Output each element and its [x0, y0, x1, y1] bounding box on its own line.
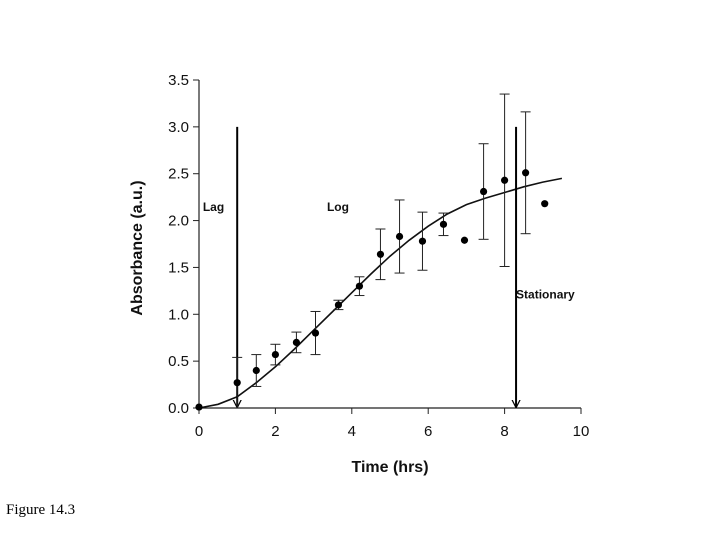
x-tick-label: 4 — [348, 423, 356, 440]
y-tick-label: 2.5 — [168, 166, 189, 183]
x-tick-label: 6 — [424, 423, 432, 440]
x-tick-label: 2 — [271, 423, 279, 440]
x-axis-ticks: 0 2 4 6 8 10 — [195, 408, 590, 440]
y-axis-ticks: 0.0 0.5 1.0 1.5 2.0 2.5 3.0 3.5 — [168, 72, 199, 417]
data-point — [355, 282, 364, 290]
plot-frame — [198, 80, 581, 409]
data-point — [334, 301, 343, 309]
y-tick-label: 2.0 — [168, 213, 189, 230]
phase-label: Log — [327, 200, 349, 214]
data-point — [501, 176, 509, 184]
data-point — [522, 169, 530, 177]
data-point — [460, 236, 469, 244]
figure-caption: Figure 14.3 — [6, 502, 76, 518]
data-point — [195, 403, 203, 411]
fit-curve-line — [198, 177, 563, 409]
y-tick-label: 0.5 — [168, 353, 189, 370]
data-point — [292, 338, 301, 346]
y-tick-label: 3.5 — [168, 72, 189, 89]
data-point — [376, 250, 385, 258]
data-point — [418, 237, 427, 245]
data-point — [541, 200, 549, 208]
phase-label: Lag — [203, 200, 224, 214]
y-tick-label: 0.0 — [168, 400, 189, 417]
data-point — [479, 187, 488, 196]
y-tick-label: 3.0 — [168, 119, 189, 136]
data-point — [233, 379, 241, 387]
data-point — [439, 220, 448, 228]
data-point-layer — [195, 169, 549, 411]
fit-curve-layer — [198, 177, 563, 409]
x-tick-label: 10 — [573, 423, 590, 440]
x-tick-label: 8 — [500, 423, 508, 440]
phase-label: Stationary — [516, 287, 575, 301]
x-axis-title: Time (hrs) — [351, 459, 428, 476]
annotation-layer: Lag Log Stationary — [203, 200, 575, 301]
y-tick-label: 1.5 — [168, 259, 189, 276]
data-point — [252, 366, 260, 375]
data-point — [271, 350, 279, 359]
x-tick-label: 0 — [195, 423, 203, 440]
y-tick-label: 1.0 — [168, 306, 189, 323]
data-point — [395, 232, 404, 241]
data-point — [311, 329, 320, 337]
y-axis-title: Absorbance (a.u.) — [129, 180, 146, 315]
